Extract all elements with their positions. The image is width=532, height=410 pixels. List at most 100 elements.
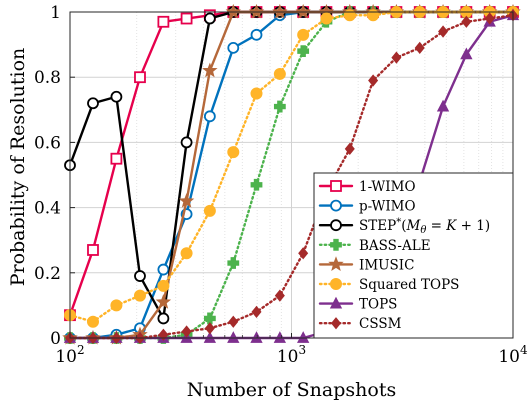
series-marker [157, 263, 170, 276]
series-marker [484, 12, 495, 25]
series-marker [328, 256, 344, 271]
series-line [68, 10, 515, 340]
y-tick-label: 1 [50, 3, 61, 23]
series-marker [157, 15, 170, 28]
series-marker [273, 67, 286, 80]
series-marker [157, 312, 170, 325]
series-marker [110, 90, 123, 103]
series-marker [330, 199, 342, 212]
series-marker [436, 99, 450, 112]
y-tick-label: 0.4 [34, 199, 61, 219]
y-tick-label: 0.8 [34, 68, 61, 88]
legend-entry: BASS-ALE [318, 238, 431, 254]
series-marker [250, 331, 263, 343]
legend-entry: 1-WIMO [318, 179, 416, 195]
x-tick-label: 104 [498, 343, 528, 367]
y-axis-title: Probability of Resolution [7, 48, 29, 287]
legend-label: CSSM [359, 316, 402, 332]
series-marker [297, 28, 310, 41]
series-marker [330, 180, 342, 192]
legend-entry: STEP*(Mθ = K + 1) [318, 217, 490, 236]
legend-entry: TOPS [318, 296, 397, 313]
legend-label: Squared TOPS [359, 277, 459, 293]
series-marker [391, 51, 402, 64]
series-marker [155, 294, 172, 309]
series-marker [329, 296, 343, 309]
series-marker [204, 322, 215, 335]
series-marker [203, 312, 216, 325]
y-tick-label: 0.6 [34, 133, 61, 153]
legend-entry: p-WIMO [318, 199, 416, 215]
series-marker [203, 331, 217, 343]
series-marker [368, 74, 379, 87]
series-marker [227, 146, 240, 159]
ticks: 0 0.2 0.4 0.6 0.8 1 102 103 104 [34, 3, 528, 367]
series-marker [438, 25, 449, 38]
legend-label: STEP*(Mθ = K + 1) [359, 217, 490, 236]
series-marker [158, 328, 169, 341]
series-marker [344, 142, 355, 156]
legend-entry: Squared TOPS [318, 277, 459, 293]
series-marker [273, 100, 286, 113]
series-marker [87, 244, 99, 256]
series-marker [180, 12, 193, 25]
series-marker [134, 71, 146, 84]
series-marker [461, 15, 472, 28]
legend-label: BASS-ALE [359, 238, 431, 254]
series-marker [250, 87, 263, 100]
x-tick-label: 102 [55, 343, 84, 367]
series-marker [272, 4, 288, 19]
series-marker [414, 41, 425, 54]
series-marker [274, 289, 285, 302]
series-marker [295, 4, 311, 19]
series-marker [157, 279, 170, 292]
series-marker [367, 9, 380, 22]
series-marker [203, 204, 216, 217]
series-marker [180, 136, 193, 149]
series-marker [330, 278, 342, 290]
series-marker [110, 152, 123, 165]
x-tick-label: 103 [277, 343, 306, 367]
y-tick-label: 0.2 [34, 264, 61, 284]
series-marker [298, 247, 309, 260]
legend-label: IMUSIC [359, 257, 414, 273]
series-marker [202, 62, 218, 78]
series-marker [343, 9, 356, 22]
legend-label: 1-WIMO [359, 179, 416, 195]
series-marker [134, 270, 146, 282]
series-marker [330, 219, 342, 232]
series-marker [330, 317, 342, 330]
legend-entry: CSSM [318, 316, 402, 332]
y-tick-label: 0 [50, 329, 61, 349]
series-marker [110, 299, 123, 312]
series-marker [203, 110, 216, 123]
series-marker [225, 4, 242, 19]
series-marker [180, 247, 193, 260]
series-marker [250, 28, 263, 41]
series-marker [87, 97, 99, 110]
series-marker [460, 47, 473, 60]
series-marker [273, 331, 287, 343]
series-marker [133, 289, 146, 302]
series-marker [320, 12, 333, 25]
series-marker [250, 178, 263, 191]
series-marker [297, 45, 310, 58]
series-line [68, 14, 515, 340]
series-marker [248, 4, 265, 19]
series-marker [178, 192, 195, 208]
series-marker [330, 238, 342, 251]
legend-box [313, 172, 514, 339]
x-axis-title: Number of Snapshots [187, 379, 396, 401]
series-marker [227, 331, 240, 343]
series-marker [203, 12, 216, 25]
series-marker [251, 305, 262, 319]
legend: 1-WIMO p-WIMO STEP*(Mθ = K + 1) BASS-ALE IMU… [313, 172, 514, 339]
series-marker [227, 41, 240, 54]
legend-label: TOPS [359, 297, 397, 313]
series-marker [297, 331, 310, 343]
series-marker [227, 257, 240, 269]
series-marker [228, 315, 239, 328]
series-marker [181, 325, 192, 338]
legend-label: p-WIMO [359, 199, 416, 215]
